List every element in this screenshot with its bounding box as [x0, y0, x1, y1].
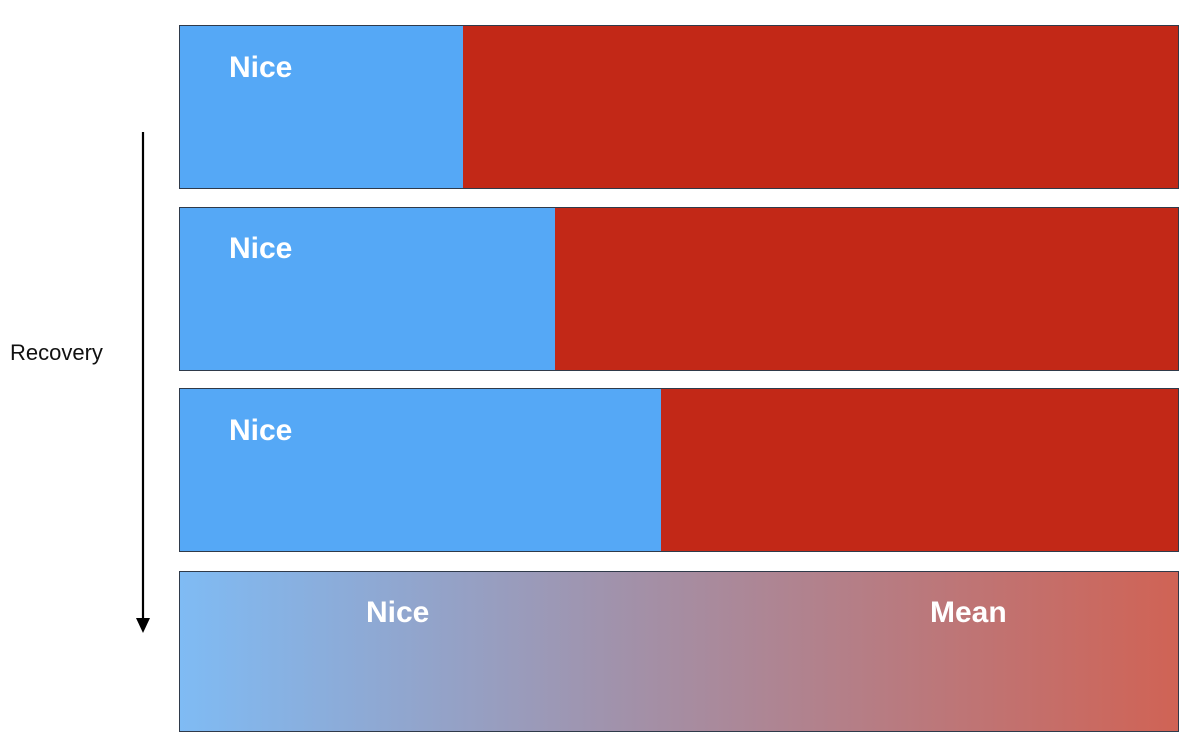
nice-segment — [180, 26, 464, 188]
mean-segment — [463, 26, 1178, 188]
nice-segment — [180, 389, 662, 551]
blended-bar: Nice Mean — [179, 571, 1179, 732]
nice-label: Nice — [229, 232, 293, 265]
stage-bar-3: Nice — [179, 388, 1179, 552]
stage-bar-2: Nice — [179, 207, 1179, 371]
mean-segment — [555, 208, 1178, 370]
stage-bar-1: Nice — [179, 25, 1179, 189]
nice-label: Nice — [229, 414, 293, 447]
blend-mean-label: Mean — [930, 596, 1007, 629]
arrow-down-icon — [136, 132, 150, 633]
nice-segment — [180, 208, 556, 370]
recovery-axis-label: Recovery — [10, 340, 103, 365]
nice-label: Nice — [229, 51, 293, 84]
mean-segment — [661, 389, 1178, 551]
blend-nice-label: Nice — [366, 596, 430, 629]
